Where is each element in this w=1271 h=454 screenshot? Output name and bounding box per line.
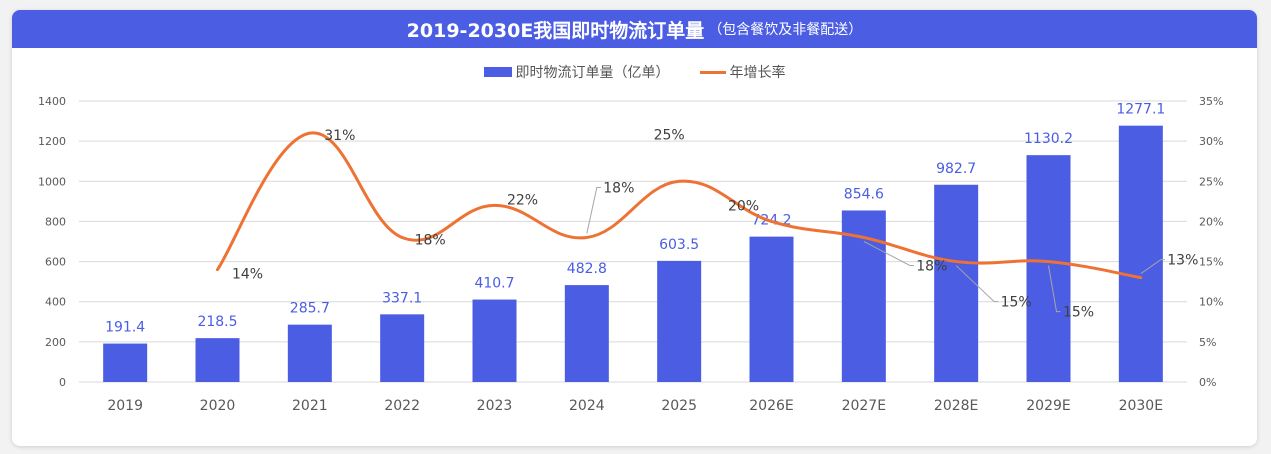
bar [564,285,609,382]
bar-data-label: 482.8 [567,261,607,277]
y-right-tick-label: 20% [1199,215,1223,228]
bar-data-label: 1277.1 [1116,102,1165,118]
growth-data-label: 25% [654,127,685,143]
bar [1118,125,1163,382]
x-tick-label: 2023 [477,398,513,414]
y-right-tick-label: 25% [1199,175,1223,188]
leader-line [586,186,601,234]
bar-data-label: 603.5 [659,237,699,253]
y-right-tick-label: 35% [1199,95,1223,108]
bar [657,260,702,382]
bar-data-label: 191.4 [105,320,145,336]
growth-data-label: 14% [232,267,263,283]
growth-data-label: 20% [728,198,759,214]
bar [287,324,332,382]
y-left-tick-label: 400 [45,296,66,309]
title-bar: 2019-2030E我国即时物流订单量 （包含餐饮及非餐配送） [12,10,1257,48]
growth-data-label: 18% [916,258,947,274]
y-right-tick-label: 15% [1199,256,1223,269]
bar [749,236,794,382]
y-right-tick-label: 0% [1199,376,1216,389]
legend-item-growth: 年增长率 [699,62,786,82]
x-tick-label: 2027E [842,398,886,414]
leader-line [955,265,999,303]
x-tick-label: 2020 [200,398,236,414]
legend-label-orders: 即时物流订单量（亿单） [515,65,670,81]
growth-data-label: 15% [1001,295,1032,311]
x-tick-label: 2022 [384,398,420,414]
bar-data-label: 285.7 [290,301,330,317]
growth-data-label: 15% [1063,305,1094,321]
x-tick-label: 2019 [107,398,143,414]
legend: 即时物流订单量（亿单） 年增长率 [12,62,1257,82]
legend-swatch-bar [483,67,512,77]
chart-subtitle: （包含餐饮及非餐配送） [708,22,863,38]
legend-swatch-line [699,70,726,74]
leader-line [1140,259,1165,275]
bar [934,184,979,382]
growth-data-label: 18% [415,232,446,248]
x-tick-label: 2021 [292,398,328,414]
legend-label-growth: 年增长率 [729,65,786,81]
chart-title: 2019-2030E我国即时物流订单量 [406,19,705,42]
y-left-tick-label: 600 [45,256,66,269]
x-tick-label: 2030E [1119,398,1163,414]
bar-data-label: 982.7 [936,161,976,177]
bar [103,343,148,382]
bar-data-label: 218.5 [197,314,237,330]
growth-rate-line [216,131,1143,280]
x-tick-label: 2025 [661,398,697,414]
x-tick-label: 2028E [934,398,978,414]
leader-line [1048,265,1061,313]
bar-data-label: 854.6 [844,186,884,202]
bar [195,338,240,382]
x-tick-label: 2026E [749,398,793,414]
y-left-tick-label: 200 [45,336,66,349]
y-left-tick-label: 800 [45,215,66,228]
leader-line [863,241,914,266]
growth-data-label: 18% [603,180,634,196]
bar [1026,155,1071,382]
legend-item-orders: 即时物流订单量（亿单） [483,62,670,82]
y-left-tick-label: 1400 [38,95,66,108]
x-tick-label: 2024 [569,398,605,414]
growth-data-label: 13% [1167,253,1198,269]
bar-data-label: 1130.2 [1024,131,1073,147]
growth-data-label: 22% [507,192,538,208]
y-left-tick-label: 0 [59,376,66,389]
y-left-tick-label: 1000 [38,175,66,188]
x-tick-label: 2029E [1026,398,1070,414]
growth-data-label: 31% [324,128,355,144]
bar [472,299,517,382]
bar-data-label: 337.1 [382,290,422,306]
bar [841,210,886,382]
y-right-tick-label: 30% [1199,135,1223,148]
y-left-tick-label: 1200 [38,135,66,148]
y-right-tick-label: 10% [1199,296,1223,309]
bar-data-label: 410.7 [474,276,514,292]
bar [380,314,425,382]
y-right-tick-label: 5% [1199,336,1216,349]
